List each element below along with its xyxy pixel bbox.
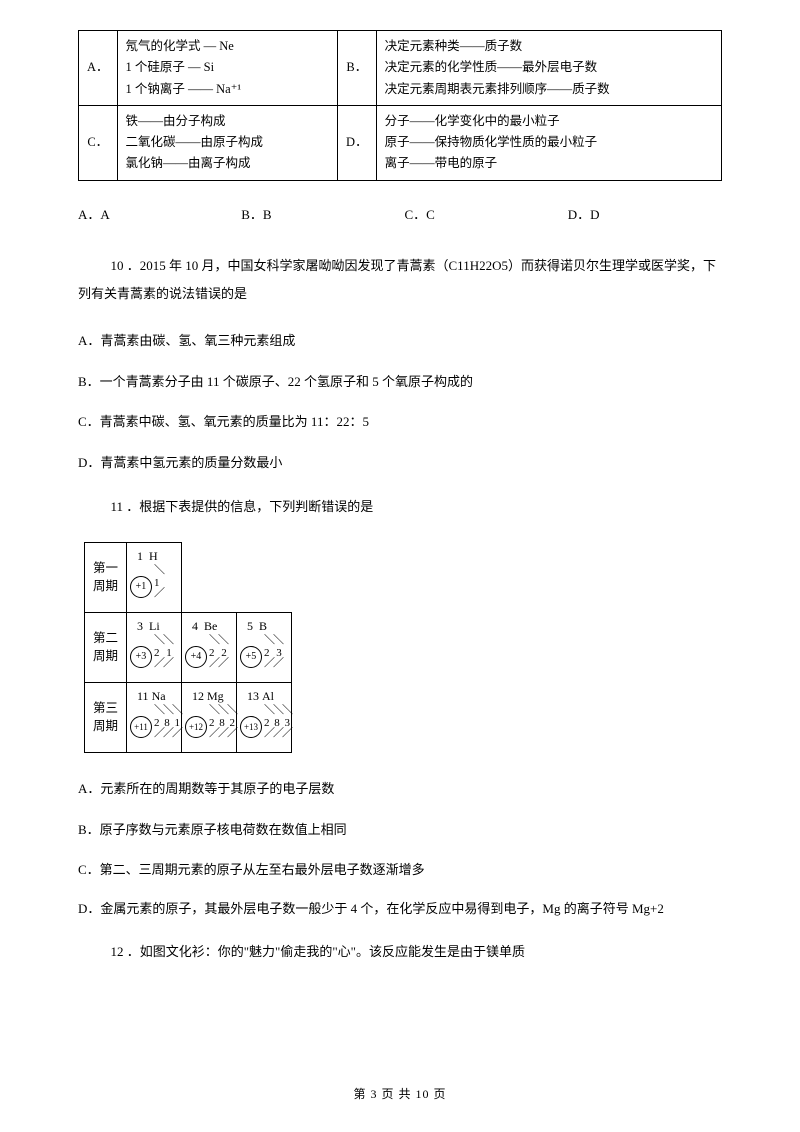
q9-options: A．A B．B C．C D．D — [78, 203, 722, 226]
q11-option-c: C．第二、三周期元素的原子从左至右最外层电子数逐渐增多 — [78, 856, 722, 885]
q10-option-d: D．青蒿素中氢元素的质量分数最小 — [78, 449, 722, 478]
cell-b-label: B． — [338, 31, 377, 106]
q10-option-a: A．青蒿素由碳、氢、氧三种元素组成 — [78, 327, 722, 356]
q12-stem: 12 ．如图文化衫：你的"魅力"偷走我的"心"。该反应能发生是由于镁单质 — [78, 938, 722, 967]
q9-option-c: C．C — [405, 203, 565, 226]
q9-option-a: A．A — [78, 203, 238, 226]
period-3-label: 第三 周期 — [85, 683, 127, 753]
periodic-table: 第一 周期 1 H +1 ＼ 1 ／ 第二 周期 3 Li +3 ＼＼ 2 — [84, 542, 292, 753]
q10-option-b: B．一个青蒿素分子由 11 个碳原子、22 个氢原子和 5 个氧原子构成的 — [78, 368, 722, 397]
element-be: 4 Be +4 ＼＼ 2 2 ／／ — [182, 613, 237, 683]
q9-option-d: D．D — [568, 203, 688, 226]
cell-b-content: 决定元素种类——质子数 决定元素的化学性质——最外层电子数 决定元素周期表元素排… — [376, 31, 721, 106]
cell-d-label: D． — [338, 105, 377, 180]
element-h: 1 H +1 ＼ 1 ／ — [127, 543, 182, 613]
question-9-table: A． 氖气的化学式 — Ne 1 个硅原子 — Si 1 个钠离子 —— Na⁺… — [78, 30, 722, 181]
q11-option-a: A．元素所在的周期数等于其原子的电子层数 — [78, 775, 722, 804]
element-b: 5 B +5 ＼＼ 2 3 ／／ — [237, 613, 292, 683]
cell-a-content: 氖气的化学式 — Ne 1 个硅原子 — Si 1 个钠离子 —— Na⁺¹ — [117, 31, 338, 106]
cell-c-content: 铁——由分子构成 二氧化碳——由原子构成 氯化钠——由离子构成 — [117, 105, 338, 180]
page-footer: 第 3 页 共 10 页 — [0, 1085, 800, 1102]
element-al: 13 Al +13 ＼＼＼ 2 8 3 ／／／ — [237, 683, 292, 753]
cell-a-label: A． — [79, 31, 118, 106]
q11-stem: 11 ．根据下表提供的信息，下列判断错误的是 — [78, 493, 722, 522]
cell-c-label: C． — [79, 105, 118, 180]
period-2-label: 第二 周期 — [85, 613, 127, 683]
q9-option-b: B．B — [241, 203, 401, 226]
period-1-label: 第一 周期 — [85, 543, 127, 613]
element-li: 3 Li +3 ＼＼ 2 1 ／／ — [127, 613, 182, 683]
element-mg: 12 Mg +12 ＼＼＼ 2 8 2 ／／／ — [182, 683, 237, 753]
cell-d-content: 分子——化学变化中的最小粒子 原子——保持物质化学性质的最小粒子 离子——带电的… — [376, 105, 721, 180]
q10-stem: 10 ．2015 年 10 月，中国女科学家屠呦呦因发现了青蒿素（C11H22O… — [78, 252, 722, 309]
q11-option-b: B．原子序数与元素原子核电荷数在数值上相同 — [78, 816, 722, 845]
q11-option-d: D．金属元素的原子，其最外层电子数一般少于 4 个，在化学反应中易得到电子，Mg… — [78, 897, 722, 922]
q10-option-c: C．青蒿素中碳、氢、氧元素的质量比为 11：22：5 — [78, 408, 722, 437]
element-na: 11 Na +11 ＼＼＼ 2 8 1 ／／／ — [127, 683, 182, 753]
